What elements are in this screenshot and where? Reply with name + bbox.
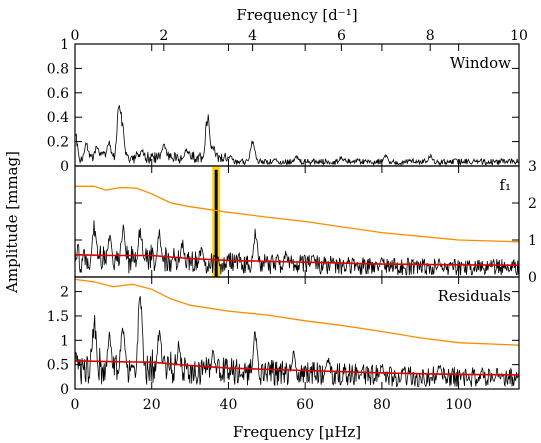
significance-curve (74, 278, 520, 346)
x2-tick-label: 10 (510, 28, 528, 44)
bottom-axis-label: Frequency [μHz] (233, 423, 361, 441)
spectrum-trace (74, 296, 520, 388)
x-tick-label: 80 (373, 397, 391, 413)
spectrum-trace (74, 220, 520, 276)
y-tick-label: 0 (60, 382, 69, 398)
y-tick-label: 1 (528, 233, 537, 249)
y-tick-label: 2 (528, 196, 537, 212)
y-tick-label: 0.4 (47, 110, 69, 126)
top-axis-label: Frequency [d⁻¹] (236, 6, 357, 24)
y-tick-label: 0.2 (47, 135, 69, 151)
y-tick-label: 0.5 (47, 358, 69, 374)
y-tick-label: 0 (60, 159, 69, 175)
panel-frame (74, 276, 520, 390)
spectrum-trace (74, 105, 520, 167)
x-tick-label: 60 (296, 397, 314, 413)
significance-curve (75, 185, 520, 243)
x-tick-label: 20 (143, 397, 161, 413)
left-axis-label: Amplitude [mmag] (3, 151, 21, 294)
y-tick-label: 0 (528, 270, 537, 286)
y-tick-label: 1 (60, 37, 69, 53)
y-tick-label: 1.5 (47, 309, 69, 325)
noise-curve (74, 360, 520, 376)
x-tick-label: 40 (220, 397, 238, 413)
y-tick-label: 0.8 (47, 61, 69, 77)
panel-frame (74, 165, 520, 278)
y-tick-label: 3 (528, 159, 537, 175)
x2-tick-label: 2 (159, 28, 168, 44)
x2-tick-label: 8 (426, 28, 435, 44)
x2-tick-label: 6 (337, 28, 346, 44)
panel-label: Residuals (438, 287, 511, 305)
x-tick-label: 100 (445, 397, 472, 413)
y-tick-label: 1 (60, 333, 69, 349)
panel-label: Window (450, 54, 511, 72)
panel-label: f₁ (499, 176, 511, 194)
noise-curve (74, 254, 520, 266)
y-tick-label: 0.6 (47, 86, 69, 102)
x2-tick-label: 4 (248, 28, 257, 44)
y-tick-label: 2 (60, 285, 69, 301)
x2-tick-label: 0 (71, 28, 80, 44)
x-tick-label: 0 (71, 397, 80, 413)
